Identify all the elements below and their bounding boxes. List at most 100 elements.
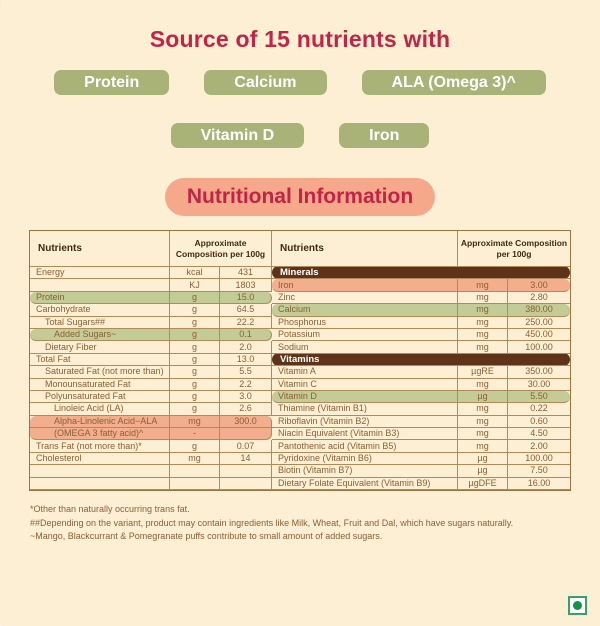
nutrient-name-cell bbox=[30, 477, 170, 491]
right-nutrients-header: Nutrients bbox=[272, 231, 458, 267]
unit-cell: g bbox=[170, 440, 220, 453]
table-row: Total Sugars## g 22.2 Phosphorus mg 250.00 bbox=[30, 316, 570, 329]
unit-cell: mg bbox=[458, 403, 508, 416]
unit-cell: g bbox=[170, 341, 220, 354]
nutrient-name-cell: Total Sugars## bbox=[30, 316, 170, 329]
unit-cell bbox=[170, 465, 220, 478]
unit-cell: g bbox=[170, 390, 220, 404]
nutrient-name-cell: Dietary Fiber bbox=[30, 341, 170, 354]
value-cell: 7.50 bbox=[508, 465, 570, 478]
table-row: KJ 1803 Iron mg 3.00 bbox=[30, 279, 570, 292]
value-cell: 5.50 bbox=[508, 390, 570, 404]
nutrition-table: Nutrients Approximate Composition per 10… bbox=[29, 230, 571, 492]
value-cell: 0.1 bbox=[220, 328, 272, 342]
value-cell: 16.00 bbox=[508, 478, 570, 491]
unit-cell: mg bbox=[458, 304, 508, 317]
value-cell: 380.00 bbox=[508, 304, 570, 317]
unit-cell: g bbox=[170, 403, 220, 416]
vegetarian-symbol-icon bbox=[568, 596, 587, 615]
value-cell: 5.5 bbox=[220, 366, 272, 379]
nutrient-name-cell: Vitamin C bbox=[272, 378, 458, 391]
nutrient-name-cell: Alpha-Linolenic Acid−ALA bbox=[30, 415, 170, 429]
badge-protein: Protein bbox=[54, 70, 170, 95]
unit-cell bbox=[170, 477, 220, 491]
unit-cell: - bbox=[170, 428, 220, 441]
nutrient-name-cell: Trans Fat (not more than)* bbox=[30, 440, 170, 453]
value-cell: 2.2 bbox=[220, 378, 272, 391]
nutrient-name-cell: Zinc bbox=[272, 291, 458, 305]
badge-vitamin-d: Vitamin D bbox=[170, 123, 305, 148]
badge-iron: Iron bbox=[339, 123, 430, 148]
table-row: Dietary Folate Equivalent (Vitamin B9) µg… bbox=[30, 477, 570, 491]
table-row: (OMEGA 3 fatty acid)^ - Niacin Equivalent … bbox=[30, 428, 570, 441]
unit-cell: µgDFE bbox=[458, 477, 508, 491]
table-row: Trans Fat (not more than)* g 0.07 Pantothen… bbox=[30, 440, 570, 453]
value-cell: 1803 bbox=[220, 279, 272, 292]
nutrient-name-cell: Pyridoxine (Vitamin B6) bbox=[272, 452, 458, 466]
nutrient-name-cell: Protein bbox=[30, 291, 170, 305]
nutrient-name-cell: Polyunsaturated Fat bbox=[30, 390, 170, 404]
value-cell: 300.0 bbox=[220, 415, 272, 429]
nutrient-name-cell: Carbohydrate bbox=[30, 304, 170, 317]
value-cell bbox=[220, 465, 272, 478]
value-cell: 250.00 bbox=[508, 317, 570, 329]
nutrient-name-cell: Biotin (Vitamin B7) bbox=[272, 465, 458, 478]
table-row: Cholesterol mg 14 Pyridoxine (Vitamin B6) µg… bbox=[30, 452, 570, 466]
unit-cell: mg bbox=[458, 440, 508, 453]
nutrient-name-cell: Sodium bbox=[272, 341, 458, 354]
nutrient-name-cell: Iron bbox=[272, 279, 458, 292]
value-cell: 22.2 bbox=[220, 316, 272, 329]
page-title: Source of 15 nutrients with bbox=[149, 26, 451, 52]
unit-cell: mg bbox=[458, 291, 508, 305]
unit-cell: mg bbox=[458, 328, 508, 342]
unit-cell: g bbox=[170, 316, 220, 329]
unit-cell: µg bbox=[458, 390, 508, 404]
section-bar-vitamins: Vitamins bbox=[272, 353, 570, 366]
unit-cell: µg bbox=[458, 452, 508, 466]
nutrient-name-cell: Thiamine (Vitamin B1) bbox=[272, 403, 458, 416]
nutrition-table-body: Energy kcal 431 Minerals KJ 1803 Iron mg 3.00 Pro… bbox=[30, 267, 570, 491]
nutritional-information-heading: Nutritional Information bbox=[164, 178, 436, 216]
value-cell: 100.00 bbox=[508, 453, 570, 466]
unit-cell: µg bbox=[458, 465, 508, 478]
value-cell: 2.00 bbox=[508, 440, 570, 453]
left-nutrients-header: Nutrients bbox=[30, 231, 170, 267]
value-cell: 2.6 bbox=[220, 403, 272, 416]
nutrient-name-cell: Niacin Equivalent (Vitamin B3) bbox=[272, 428, 458, 441]
footnote-added-sugars: ~Mango, Blackcurrant & Pomegranate puffs… bbox=[30, 531, 383, 542]
nutrient-name-cell: Total Fat bbox=[30, 353, 170, 367]
nutrient-name-cell bbox=[30, 465, 170, 478]
value-cell: 3.00 bbox=[508, 279, 570, 292]
value-cell: 15.0 bbox=[220, 291, 272, 305]
nutrient-name-cell: Potassium bbox=[272, 328, 458, 342]
left-composition-header: Approximate Composition per 100g bbox=[170, 231, 272, 267]
footnote-sugars-variant: ##Depending on the variant, product may … bbox=[30, 517, 514, 528]
nutrient-name-cell: Riboflavin (Vitamin B2) bbox=[272, 415, 458, 429]
unit-cell: mg bbox=[458, 341, 508, 354]
unit-cell: mg bbox=[458, 279, 508, 292]
value-cell bbox=[220, 477, 272, 491]
table-row: Saturated Fat (not more than) g 5.5 Vitamin… bbox=[30, 366, 570, 379]
table-row: Protein g 15.0 Zinc mg 2.80 bbox=[30, 291, 570, 305]
unit-cell: mg bbox=[170, 415, 220, 429]
unit-cell: g bbox=[170, 291, 220, 305]
badge-calcium: Calcium bbox=[204, 70, 327, 95]
table-row: Alpha-Linolenic Acid−ALA mg 300.0 Riboflavi… bbox=[30, 415, 570, 429]
table-row: Added Sugars~ g 0.1 Potassium mg 450.00 bbox=[30, 328, 570, 342]
value-cell: 0.60 bbox=[508, 416, 570, 429]
value-cell: 14 bbox=[220, 452, 272, 466]
value-cell: 30.00 bbox=[508, 379, 570, 391]
unit-cell: mg bbox=[458, 415, 508, 429]
value-cell: 4.50 bbox=[508, 428, 570, 441]
unit-cell: mg bbox=[458, 428, 508, 441]
unit-cell: g bbox=[170, 328, 220, 342]
table-header-row: Nutrients Approximate Composition per 10… bbox=[30, 231, 570, 267]
value-cell bbox=[220, 428, 272, 441]
nutrient-name-cell: Monounsaturated Fat bbox=[30, 378, 170, 391]
unit-cell: µgRE bbox=[458, 366, 508, 379]
nutrient-name-cell: Calcium bbox=[272, 304, 458, 317]
value-cell: 0.07 bbox=[220, 440, 272, 453]
value-cell: 0.22 bbox=[508, 403, 570, 416]
unit-cell: KJ bbox=[170, 279, 220, 292]
